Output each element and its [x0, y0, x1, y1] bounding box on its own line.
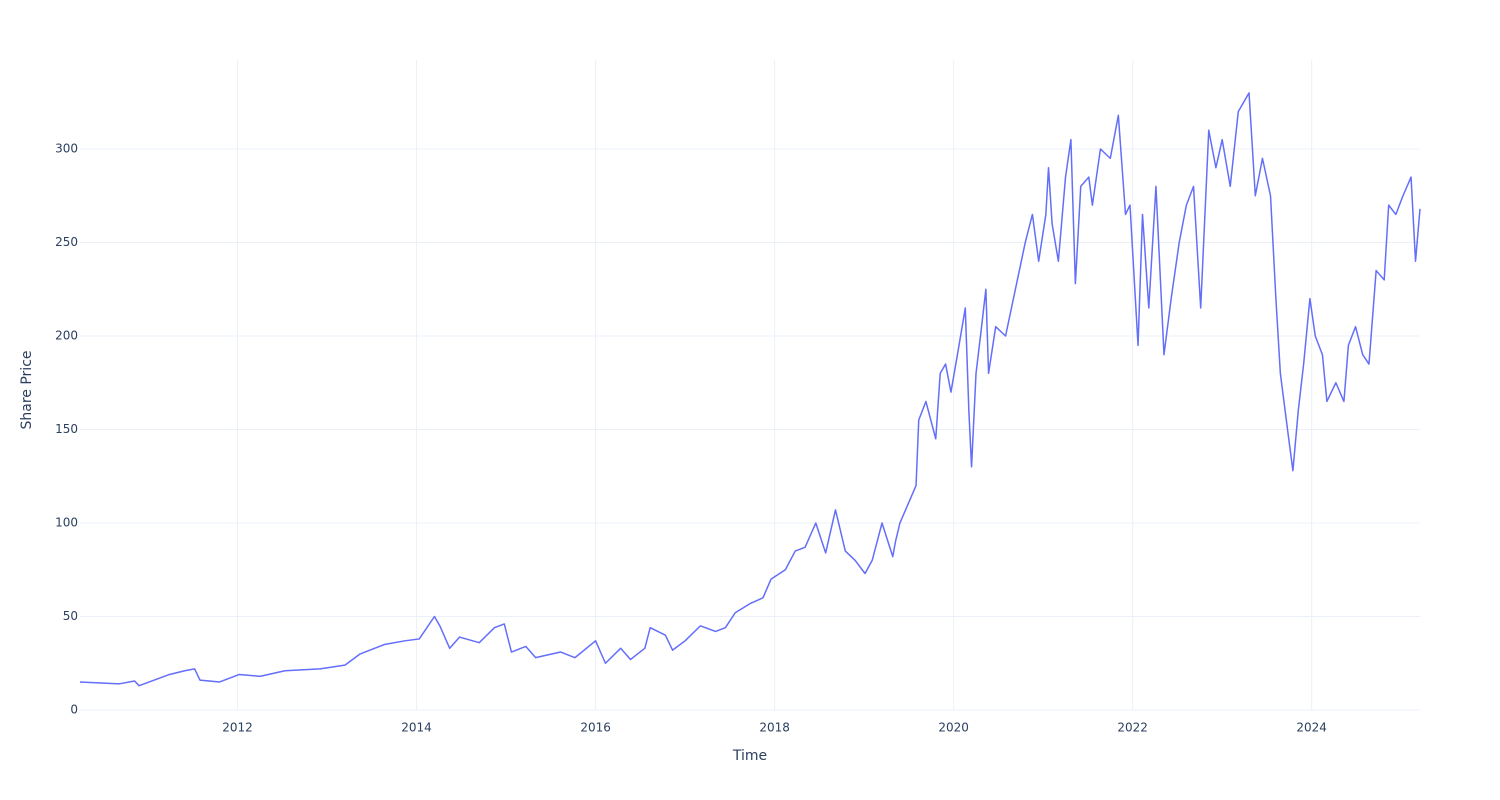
y-tick-label: 0	[70, 703, 78, 717]
y-axis-title: Share Price	[19, 350, 35, 429]
y-tick-label: 250	[55, 235, 78, 249]
y-tick-label: 50	[63, 609, 78, 623]
x-tick-label: 2018	[759, 721, 790, 735]
y-tick-label: 200	[55, 329, 78, 343]
x-tick-label: 2024	[1296, 721, 1327, 735]
x-tick-label: 2022	[1117, 721, 1148, 735]
price-line	[79, 92, 1421, 687]
x-axis-title: Time	[732, 748, 767, 764]
y-tick-label: 150	[55, 422, 78, 436]
x-tick-label: 2020	[938, 721, 969, 735]
y-tick-label: 100	[55, 516, 78, 530]
x-tick-label: 2014	[401, 721, 432, 735]
x-tick-label: 2012	[222, 721, 253, 735]
x-tick-label: 2016	[580, 721, 611, 735]
y-tick-label: 300	[55, 142, 78, 156]
